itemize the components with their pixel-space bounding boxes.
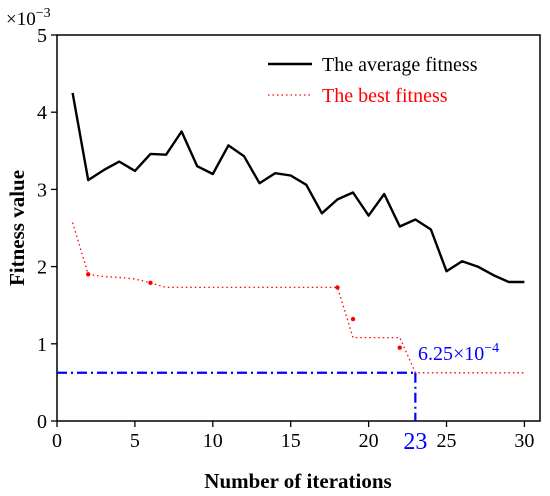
best-fitness-marker	[350, 316, 356, 322]
best-iteration-label: 23	[403, 429, 427, 455]
best-value-exponent: −4	[484, 341, 499, 356]
plot-frame	[56, 34, 541, 422]
series-layer	[71, 92, 525, 374]
average-fitness-line	[71, 92, 525, 284]
best-value-mantissa: 6.25×10	[418, 343, 484, 365]
x-tick-label: 20	[359, 430, 379, 452]
best-fitness-marker	[397, 345, 402, 350]
legend-average-label: The average fitness	[322, 54, 478, 76]
best-fitness-marker	[148, 280, 153, 286]
y-multiplier: ×10−3	[6, 6, 51, 30]
y-tick-label: 1	[37, 334, 47, 356]
y-tick-label: 3	[37, 179, 47, 201]
x-tick-label: 30	[514, 430, 534, 452]
legend: The average fitness The best fitness	[268, 54, 478, 107]
legend-best-label: The best fitness	[322, 85, 448, 107]
best-fitness-marker	[85, 272, 91, 277]
y-multiplier-exponent: −3	[36, 6, 51, 21]
x-axis-label: Number of iterations	[204, 469, 391, 493]
x-tick-label: 0	[52, 430, 62, 452]
x-tick-label: 10	[203, 430, 223, 452]
best-value-annotation: 6.25×10−4	[418, 341, 499, 365]
best-fitness-line	[71, 222, 525, 374]
svg-text:6.25×10−4: 6.25×10−4	[418, 341, 499, 365]
best-fitness-marker	[335, 285, 340, 290]
axes-frame	[56, 34, 541, 422]
x-tick-label: 5	[130, 430, 140, 452]
annotation-layer: 23	[57, 371, 427, 455]
y-tick-label: 5	[37, 25, 47, 47]
x-tick-label: 15	[281, 430, 301, 452]
y-multiplier-base: ×10	[6, 9, 36, 30]
y-tick-label: 2	[37, 257, 47, 279]
y-axis-label: Fitness value	[5, 170, 29, 286]
svg-text:×10−3: ×10−3	[6, 6, 51, 30]
y-tick-label: 4	[37, 102, 47, 124]
y-tick-label: 0	[37, 411, 47, 433]
x-tick-label: 25	[437, 430, 457, 452]
